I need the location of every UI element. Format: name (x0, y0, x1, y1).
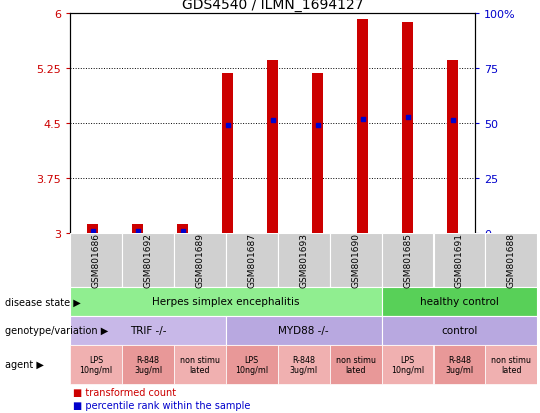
Bar (177, 225, 188, 233)
Bar (122, 233, 174, 287)
Point (448, 117, 457, 123)
Point (178, 228, 187, 235)
Bar (434, 233, 485, 287)
Text: control: control (441, 325, 478, 335)
Text: genotype/variation ▶: genotype/variation ▶ (5, 325, 109, 335)
Bar (485, 345, 537, 384)
Bar (267, 61, 278, 233)
Text: TRIF -/-: TRIF -/- (130, 325, 166, 335)
Text: ■ transformed count: ■ transformed count (73, 387, 176, 397)
Bar (122, 345, 174, 384)
Bar (357, 20, 368, 233)
Bar (312, 74, 323, 233)
Point (224, 123, 232, 129)
Text: GSM801686: GSM801686 (92, 233, 100, 288)
Bar (174, 233, 226, 287)
Text: GSM801685: GSM801685 (403, 233, 412, 288)
Text: disease state ▶: disease state ▶ (5, 297, 81, 306)
Text: R-848
3ug/ml: R-848 3ug/ml (289, 355, 318, 374)
Bar (382, 287, 537, 316)
Point (313, 123, 322, 129)
Bar (402, 23, 413, 233)
Text: non stimu
lated: non stimu lated (491, 355, 531, 374)
Text: GSM801692: GSM801692 (144, 233, 153, 288)
Bar (382, 233, 434, 287)
Text: GSM801689: GSM801689 (195, 233, 205, 288)
Text: GSM801687: GSM801687 (247, 233, 256, 288)
Title: GDS4540 / ILMN_1694127: GDS4540 / ILMN_1694127 (182, 0, 363, 12)
Point (133, 228, 142, 235)
Bar (226, 233, 278, 287)
Bar (278, 233, 330, 287)
Text: Herpes simplex encephalitis: Herpes simplex encephalitis (152, 297, 300, 306)
Bar (87, 225, 98, 233)
Bar (226, 345, 278, 384)
Text: non stimu
lated: non stimu lated (336, 355, 376, 374)
Text: agent ▶: agent ▶ (5, 359, 44, 370)
Bar (485, 233, 537, 287)
Bar (70, 316, 226, 345)
Bar (382, 345, 434, 384)
Text: LPS
10ng/ml: LPS 10ng/ml (79, 355, 113, 374)
Text: GSM801693: GSM801693 (299, 233, 308, 288)
Point (359, 116, 367, 123)
Point (403, 115, 412, 121)
Text: GSM801691: GSM801691 (455, 233, 464, 288)
Bar (226, 316, 382, 345)
Point (89, 228, 97, 235)
Text: MYD88 -/-: MYD88 -/- (279, 325, 329, 335)
Point (268, 117, 277, 123)
Bar (132, 225, 143, 233)
Bar (382, 316, 537, 345)
Text: GSM801688: GSM801688 (507, 233, 516, 288)
Bar (222, 74, 233, 233)
Text: GSM801690: GSM801690 (351, 233, 360, 288)
Bar (70, 233, 122, 287)
Text: R-848
3ug/ml: R-848 3ug/ml (134, 355, 162, 374)
Bar (278, 345, 330, 384)
Text: LPS
10ng/ml: LPS 10ng/ml (391, 355, 424, 374)
Bar (70, 287, 382, 316)
Bar (330, 233, 382, 287)
Bar (174, 345, 226, 384)
Bar (330, 345, 382, 384)
Bar (434, 345, 485, 384)
Text: non stimu
lated: non stimu lated (180, 355, 220, 374)
Bar (447, 61, 458, 233)
Text: healthy control: healthy control (420, 297, 499, 306)
Text: ■ percentile rank within the sample: ■ percentile rank within the sample (73, 400, 250, 410)
Text: LPS
10ng/ml: LPS 10ng/ml (235, 355, 268, 374)
Bar (70, 345, 122, 384)
Text: R-848
3ug/ml: R-848 3ug/ml (446, 355, 474, 374)
